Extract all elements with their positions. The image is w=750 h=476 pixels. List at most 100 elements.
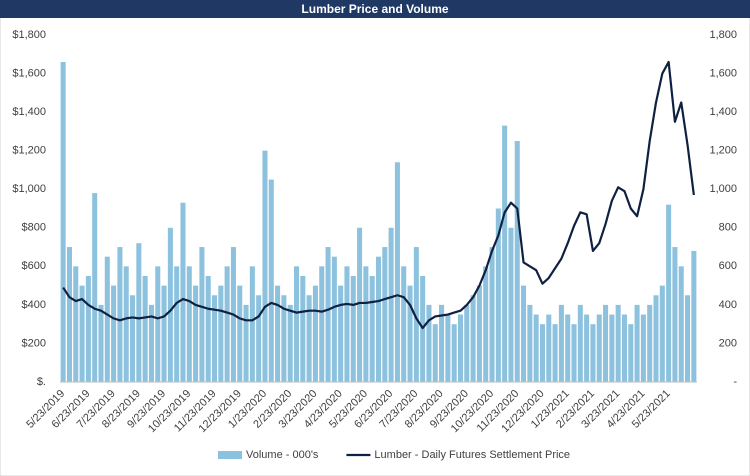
- volume-bar: [565, 314, 571, 382]
- volume-bar: [621, 314, 627, 382]
- volume-bar: [331, 256, 337, 382]
- volume-bar: [382, 247, 388, 382]
- volume-bar: [369, 275, 375, 382]
- volume-bar: [174, 266, 180, 382]
- volume-bar: [489, 247, 495, 382]
- volume-bar: [167, 227, 173, 382]
- volume-bar: [470, 295, 476, 382]
- volume-bar: [394, 162, 400, 382]
- volume-bar: [546, 314, 552, 382]
- y2-tick-label: 800: [719, 222, 737, 234]
- volume-bar: [218, 285, 224, 382]
- y-tick-label: $600: [22, 260, 46, 272]
- volume-bar: [205, 275, 211, 382]
- volume-bar: [577, 304, 583, 382]
- y2-tick-label: -: [733, 376, 737, 388]
- volume-bar: [130, 295, 136, 382]
- volume-bar: [73, 266, 79, 382]
- y-tick-label: $1,200: [12, 145, 46, 157]
- volume-bar: [319, 266, 325, 382]
- volume-bar: [476, 285, 482, 382]
- volume-bar: [306, 295, 312, 382]
- volume-bar: [445, 314, 451, 382]
- volume-bar: [350, 275, 356, 382]
- volume-bar: [596, 314, 602, 382]
- volume-bar: [117, 247, 123, 382]
- volume-bar: [180, 202, 186, 382]
- volume-bar: [432, 324, 438, 382]
- y-tick-label: $1,400: [12, 106, 46, 118]
- volume-bar: [287, 304, 293, 382]
- volume-bar: [363, 266, 369, 382]
- volume-bar: [281, 295, 287, 382]
- volume-bar: [691, 250, 697, 382]
- volume-bar: [338, 285, 344, 382]
- y-tick-label: $.: [37, 376, 46, 388]
- volume-bar: [521, 285, 527, 382]
- volume-bar: [325, 247, 331, 382]
- volume-bar: [142, 275, 148, 382]
- volume-bar: [464, 304, 470, 382]
- volume-bar: [104, 256, 110, 382]
- volume-bar: [634, 304, 640, 382]
- legend-label: Volume - 000's: [246, 449, 319, 461]
- chart-title: Lumber Price and Volume: [301, 2, 448, 16]
- y2-tick-label: 1,200: [709, 145, 737, 157]
- volume-bar: [527, 304, 533, 382]
- volume-bar: [344, 266, 350, 382]
- volume-bar: [193, 285, 199, 382]
- volume-bar: [685, 295, 691, 382]
- volume-bar: [571, 324, 577, 382]
- y2-tick-label: 1,600: [709, 67, 737, 79]
- y-tick-label: $1,800: [12, 29, 46, 41]
- volume-bar: [300, 275, 306, 382]
- legend-swatch: [218, 451, 242, 459]
- volume-bar: [533, 314, 539, 382]
- volume-bar: [653, 295, 659, 382]
- volume-bar: [558, 304, 564, 382]
- volume-bar: [678, 266, 684, 382]
- volume-bar: [256, 295, 262, 382]
- volume-bar: [609, 314, 615, 382]
- y-tick-label: $1,600: [12, 67, 46, 79]
- volume-bar: [199, 247, 205, 382]
- y-tick-label: $800: [22, 222, 46, 234]
- volume-bar: [262, 150, 268, 382]
- volume-bar: [224, 266, 230, 382]
- y2-tick-label: 600: [719, 260, 737, 272]
- price-line: [62, 60, 695, 330]
- volume-bar: [647, 304, 653, 382]
- volume-bar: [539, 324, 546, 382]
- volume-bar: [249, 266, 255, 382]
- volume-bar: [66, 247, 72, 382]
- volume-bar: [268, 179, 274, 382]
- volume-bar: [659, 285, 665, 382]
- volume-bar: [148, 304, 154, 382]
- volume-bar: [483, 266, 489, 382]
- volume-bar: [243, 304, 249, 382]
- volume-bar: [92, 193, 98, 382]
- volume-bar: [123, 266, 129, 382]
- volume-bar: [85, 275, 91, 382]
- volume-bar: [495, 208, 501, 382]
- y-tick-label: $400: [22, 299, 46, 311]
- volume-bar: [312, 285, 318, 382]
- volume-bar: [375, 256, 382, 382]
- volume-bar: [502, 125, 508, 382]
- volume-bar: [186, 266, 192, 382]
- volume-bar: [98, 304, 104, 382]
- volume-bar: [357, 227, 363, 382]
- volume-bar: [508, 227, 514, 382]
- volume-bar: [60, 61, 66, 382]
- y2-tick-label: 1,400: [709, 106, 737, 118]
- volume-bar: [401, 266, 407, 382]
- y2-tick-label: 200: [719, 337, 737, 349]
- volume-bar: [275, 285, 281, 382]
- volume-bar: [111, 285, 117, 382]
- volume-bar: [457, 314, 464, 382]
- volume-bar: [640, 314, 646, 382]
- volume-bar: [439, 304, 445, 382]
- volume-bar: [426, 304, 432, 382]
- volume-bar: [590, 324, 596, 382]
